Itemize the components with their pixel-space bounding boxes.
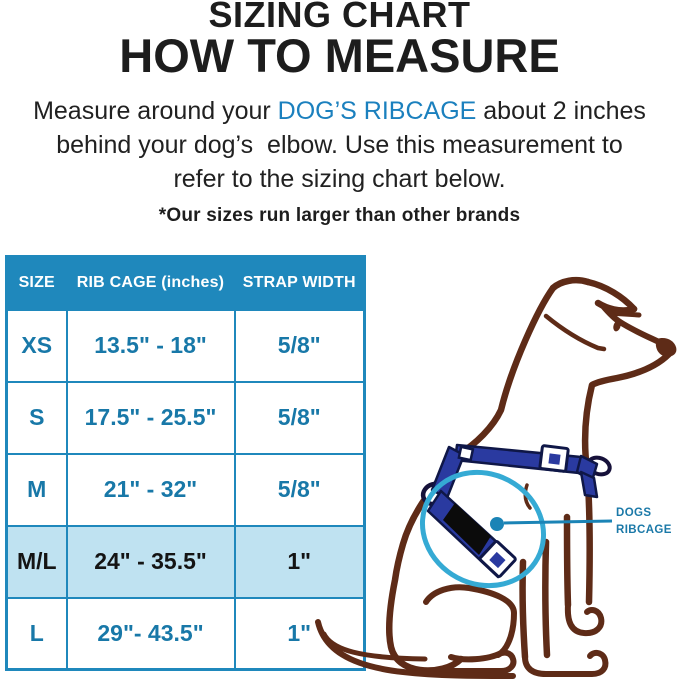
- dog-nose: [655, 337, 677, 357]
- measure-instructions: Measure around your DOG’S RIBCAGE about …: [20, 94, 660, 196]
- callout-line: [503, 519, 613, 525]
- strap-width-cell: 5/8": [233, 452, 366, 527]
- harness-slide-left: [457, 445, 475, 462]
- rib-cage-cell: 13.5" - 18": [65, 308, 236, 383]
- table-row: XS 13.5" - 18" 5/8": [5, 308, 366, 383]
- size-cell: L: [5, 596, 68, 671]
- page-title: SIZING CHART: [208, 0, 471, 35]
- strap-width-cell: 1": [233, 596, 366, 671]
- harness-ring-right: [586, 455, 612, 477]
- instruction-line-2: behind your dog’s elbow. Use this measur…: [56, 131, 623, 159]
- callout-pointer: [490, 517, 613, 531]
- harness-ring-left: [420, 481, 450, 507]
- strap-width-cell: 5/8": [233, 308, 366, 383]
- rib-cage-cell: 24" - 35.5": [65, 524, 236, 599]
- instruction-line-1: Measure around your DOG’S RIBCAGE about …: [20, 94, 660, 128]
- table-row: S 17.5" - 25.5" 5/8": [5, 380, 366, 455]
- dog-outline: [315, 277, 677, 679]
- callout-label-line1: DOGS: [616, 507, 652, 519]
- page-subtitle: HOW TO MEASURE: [119, 29, 560, 82]
- instruction-text: Measure around your: [33, 97, 278, 125]
- harness-top-strap: [453, 443, 583, 475]
- callout-dot: [490, 517, 504, 531]
- header-size: SIZE: [5, 255, 68, 311]
- table-header-row: SIZE RIB CAGE (inches) STRAP WIDTH: [5, 255, 366, 311]
- rib-cage-cell: 21" - 32": [65, 452, 236, 527]
- rib-cage-cell: 29"- 43.5": [65, 596, 236, 671]
- dog-eye: [613, 320, 621, 332]
- strap-width-cell: 5/8": [233, 380, 366, 455]
- ribcage-measure-ellipse: [419, 469, 547, 589]
- callout-label: DOGS RIBCAGE: [616, 505, 672, 539]
- harness: [420, 443, 612, 579]
- size-cell: XS: [5, 308, 68, 383]
- table-row-highlighted: M/L 24" - 35.5" 1": [5, 524, 366, 599]
- sizing-note: *Our sizes run larger than other brands: [158, 205, 521, 226]
- table-row: L 29"- 43.5" 1": [5, 596, 366, 671]
- harness-buckle-girth: [478, 539, 517, 578]
- harness-black-pad: [443, 503, 491, 555]
- sizing-table: SIZE RIB CAGE (inches) STRAP WIDTH XS 13…: [5, 255, 366, 671]
- header-rib-cage: RIB CAGE (inches): [65, 255, 236, 311]
- strap-width-cell: 1": [233, 524, 366, 599]
- instruction-text: about 2 inches: [476, 97, 646, 125]
- table-row: M 21" - 32" 5/8": [5, 452, 366, 527]
- size-cell: M: [5, 452, 68, 527]
- header-strap-width: STRAP WIDTH: [233, 255, 366, 311]
- ribcage-highlight-text: DOG’S RIBCAGE: [277, 97, 477, 125]
- harness-girth-strap: [426, 489, 514, 579]
- size-cell: S: [5, 380, 68, 455]
- rib-cage-cell: 17.5" - 25.5": [65, 380, 236, 455]
- callout-label-line2: RIBCAGE: [616, 524, 672, 536]
- harness-shoulder-strap: [430, 445, 466, 500]
- size-cell: M/L: [5, 524, 68, 599]
- harness-buckle-top: [538, 444, 570, 473]
- instruction-line-3: refer to the sizing chart below.: [173, 165, 506, 193]
